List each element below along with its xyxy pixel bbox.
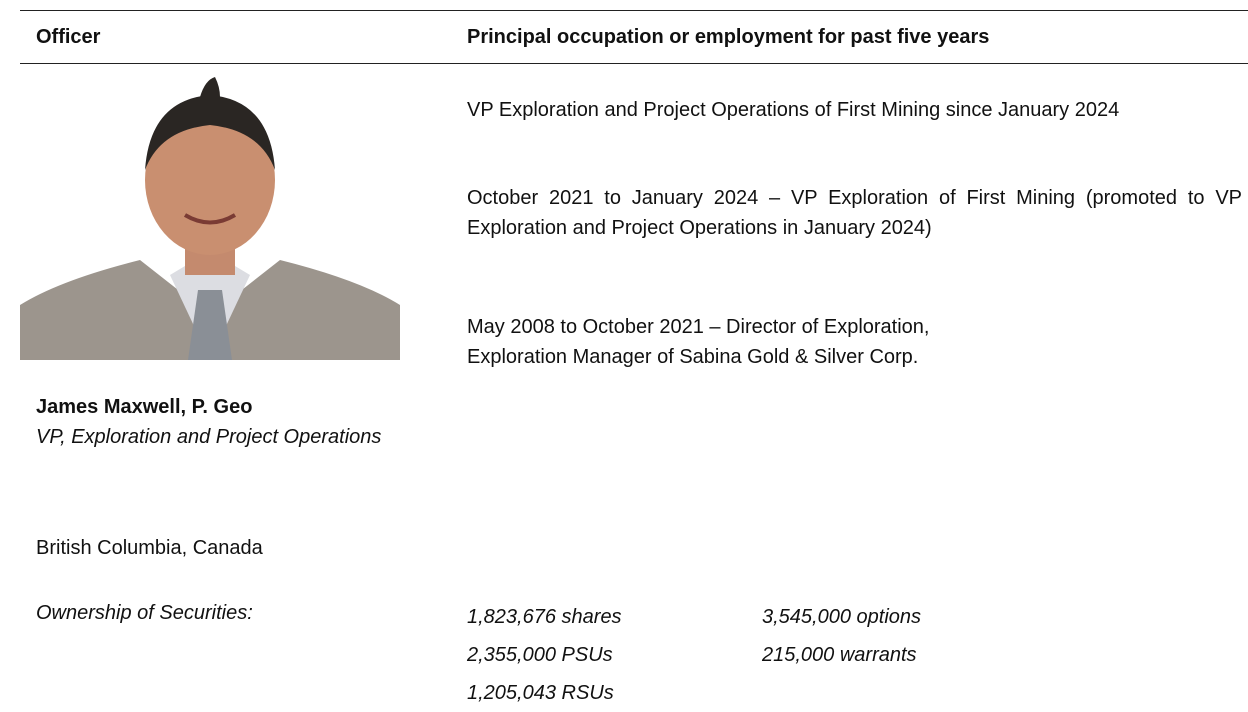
ownership-label: Ownership of Securities:	[36, 602, 253, 624]
occupation-paragraph: May 2008 to October 2021 – Director of E…	[467, 312, 1242, 372]
officer-name: James Maxwell, P. Geo	[36, 396, 253, 418]
holding: 3,545,000 options	[762, 606, 922, 628]
officer-location: British Columbia, Canada	[36, 537, 263, 559]
paragraph-line: May 2008 to October 2021 – Director of E…	[467, 316, 930, 338]
holding: 215,000 warrants	[762, 644, 917, 666]
occupation-paragraph: VP Exploration and Project Operations of…	[467, 99, 1120, 121]
top-rule	[20, 10, 1248, 11]
column-header: Officer	[36, 26, 101, 48]
holdings-column: 3,545,000 options 215,000 warrants	[762, 598, 921, 674]
holdings-column: 1,823,676 shares 2,355,000 PSUs 1,205,04…	[467, 598, 622, 712]
officer-title: VP, Exploration and Project Operations	[36, 426, 382, 448]
holding: 1,205,043 RSUs	[467, 682, 614, 704]
holding: 1,823,676 shares	[467, 606, 622, 628]
officer-photo	[20, 75, 400, 360]
holding: 2,355,000 PSUs	[467, 644, 613, 666]
occupation-paragraph: October 2021 to January 2024 – VP Explor…	[467, 187, 1242, 239]
paragraph-line: Exploration Manager of Sabina Gold & Sil…	[467, 346, 919, 368]
column-header: Principal occupation or employment for p…	[467, 26, 990, 48]
header-rule	[20, 63, 1248, 64]
